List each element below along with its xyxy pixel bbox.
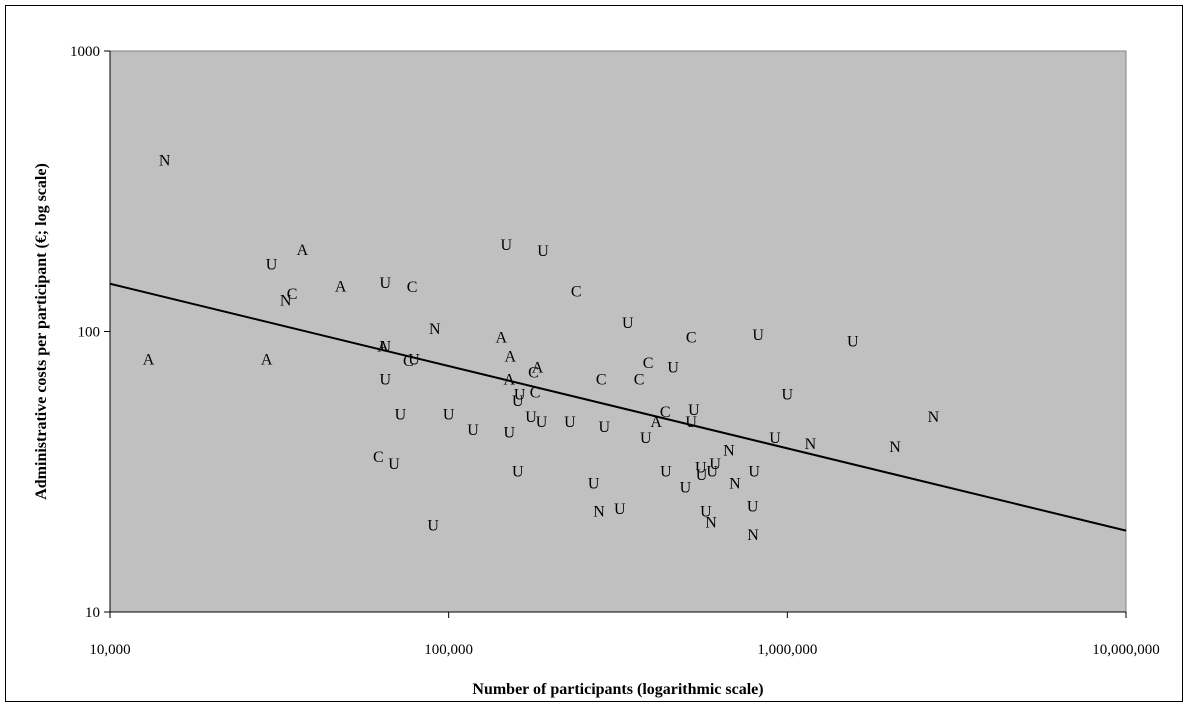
data-point: U xyxy=(622,315,634,332)
data-point: U xyxy=(503,425,515,442)
data-point: A xyxy=(377,339,389,356)
data-point: U xyxy=(700,504,712,521)
data-point: C xyxy=(686,329,697,346)
data-point: C xyxy=(634,371,645,388)
data-point: U xyxy=(660,463,672,480)
data-point: C xyxy=(643,355,654,372)
data-point: C xyxy=(528,365,539,382)
data-point: U xyxy=(388,456,400,473)
data-point: C xyxy=(571,284,582,301)
trendline xyxy=(109,282,1127,532)
data-point: U xyxy=(536,414,548,431)
data-point: N xyxy=(747,527,759,544)
data-point: U xyxy=(512,463,524,480)
data-point: A xyxy=(504,349,516,366)
y-tick-label: 1000 xyxy=(70,44,100,60)
plot-area xyxy=(109,50,1127,613)
data-point: C xyxy=(403,353,414,370)
data-point: N xyxy=(159,153,171,170)
data-point: U xyxy=(847,333,859,350)
data-point: A xyxy=(532,360,544,377)
data-point: U xyxy=(512,393,524,410)
data-point: C xyxy=(596,371,607,388)
x-tick-label: 10,000,000 xyxy=(1092,642,1160,658)
data-point: A xyxy=(503,371,515,388)
data-point: N xyxy=(928,409,940,426)
trendline-group xyxy=(109,282,1127,532)
data-point: U xyxy=(685,414,697,431)
data-point: A xyxy=(650,414,662,431)
data-point: U xyxy=(752,327,764,344)
data-point: N xyxy=(805,436,817,453)
data-point: U xyxy=(427,518,439,535)
y-axis-title: Administrative costs per participant (€;… xyxy=(33,163,50,500)
data-point: U xyxy=(709,456,721,473)
data-point: U xyxy=(266,256,278,273)
data-point: U xyxy=(537,243,549,260)
data-point: U xyxy=(408,352,420,369)
data-point: N xyxy=(889,439,901,456)
data-point: N xyxy=(705,515,717,532)
data-point: U xyxy=(747,498,759,515)
data-point: U xyxy=(380,371,392,388)
data-point: A xyxy=(297,242,309,259)
data-point: U xyxy=(598,419,610,436)
data-point: U xyxy=(688,402,700,419)
data-point: U xyxy=(380,275,392,292)
data-point: U xyxy=(514,387,526,404)
data-point: C xyxy=(407,279,418,296)
data-point: N xyxy=(729,475,741,492)
data-point: C xyxy=(373,449,384,466)
data-point: U xyxy=(564,414,576,431)
data-point: U xyxy=(614,501,626,518)
data-point: U xyxy=(782,387,794,404)
data-point: U xyxy=(640,430,652,447)
data-point: N xyxy=(429,321,441,338)
data-point: A xyxy=(261,352,273,369)
y-tick-label: 100 xyxy=(78,325,101,341)
data-point: U xyxy=(667,360,679,377)
data-point: N xyxy=(593,504,605,521)
data-point: U xyxy=(501,237,513,254)
data-point: U xyxy=(443,407,455,424)
x-tick-label: 1,000,000 xyxy=(757,642,817,658)
y-tick-label: 10 xyxy=(85,605,100,621)
data-point: A xyxy=(143,352,155,369)
data-point: C xyxy=(287,286,298,303)
x-tick-label: 10,000 xyxy=(89,642,130,658)
data-point: U xyxy=(467,422,479,439)
data-point: U xyxy=(380,339,392,356)
data-point: U xyxy=(680,480,692,497)
x-axis-title: Number of participants (logarithmic scal… xyxy=(472,681,763,698)
data-point: N xyxy=(280,293,292,310)
data-point: U xyxy=(525,409,537,426)
data-point: A xyxy=(335,278,347,295)
data-point: U xyxy=(769,430,781,447)
data-point: U xyxy=(588,475,600,492)
data-point: U xyxy=(395,407,407,424)
data-point: C xyxy=(530,385,541,402)
axes: 10,000 100,000 1,000,000 10,000,000 10 100 100… xyxy=(70,44,1160,658)
data-point: C xyxy=(660,404,671,421)
data-point: U xyxy=(706,463,718,480)
data-point: U xyxy=(748,463,760,480)
data-point: N xyxy=(723,442,735,459)
data-point: U xyxy=(696,467,708,484)
data-point: U xyxy=(695,460,707,477)
data-point: A xyxy=(495,329,507,346)
x-tick-label: 100,000 xyxy=(424,642,473,658)
